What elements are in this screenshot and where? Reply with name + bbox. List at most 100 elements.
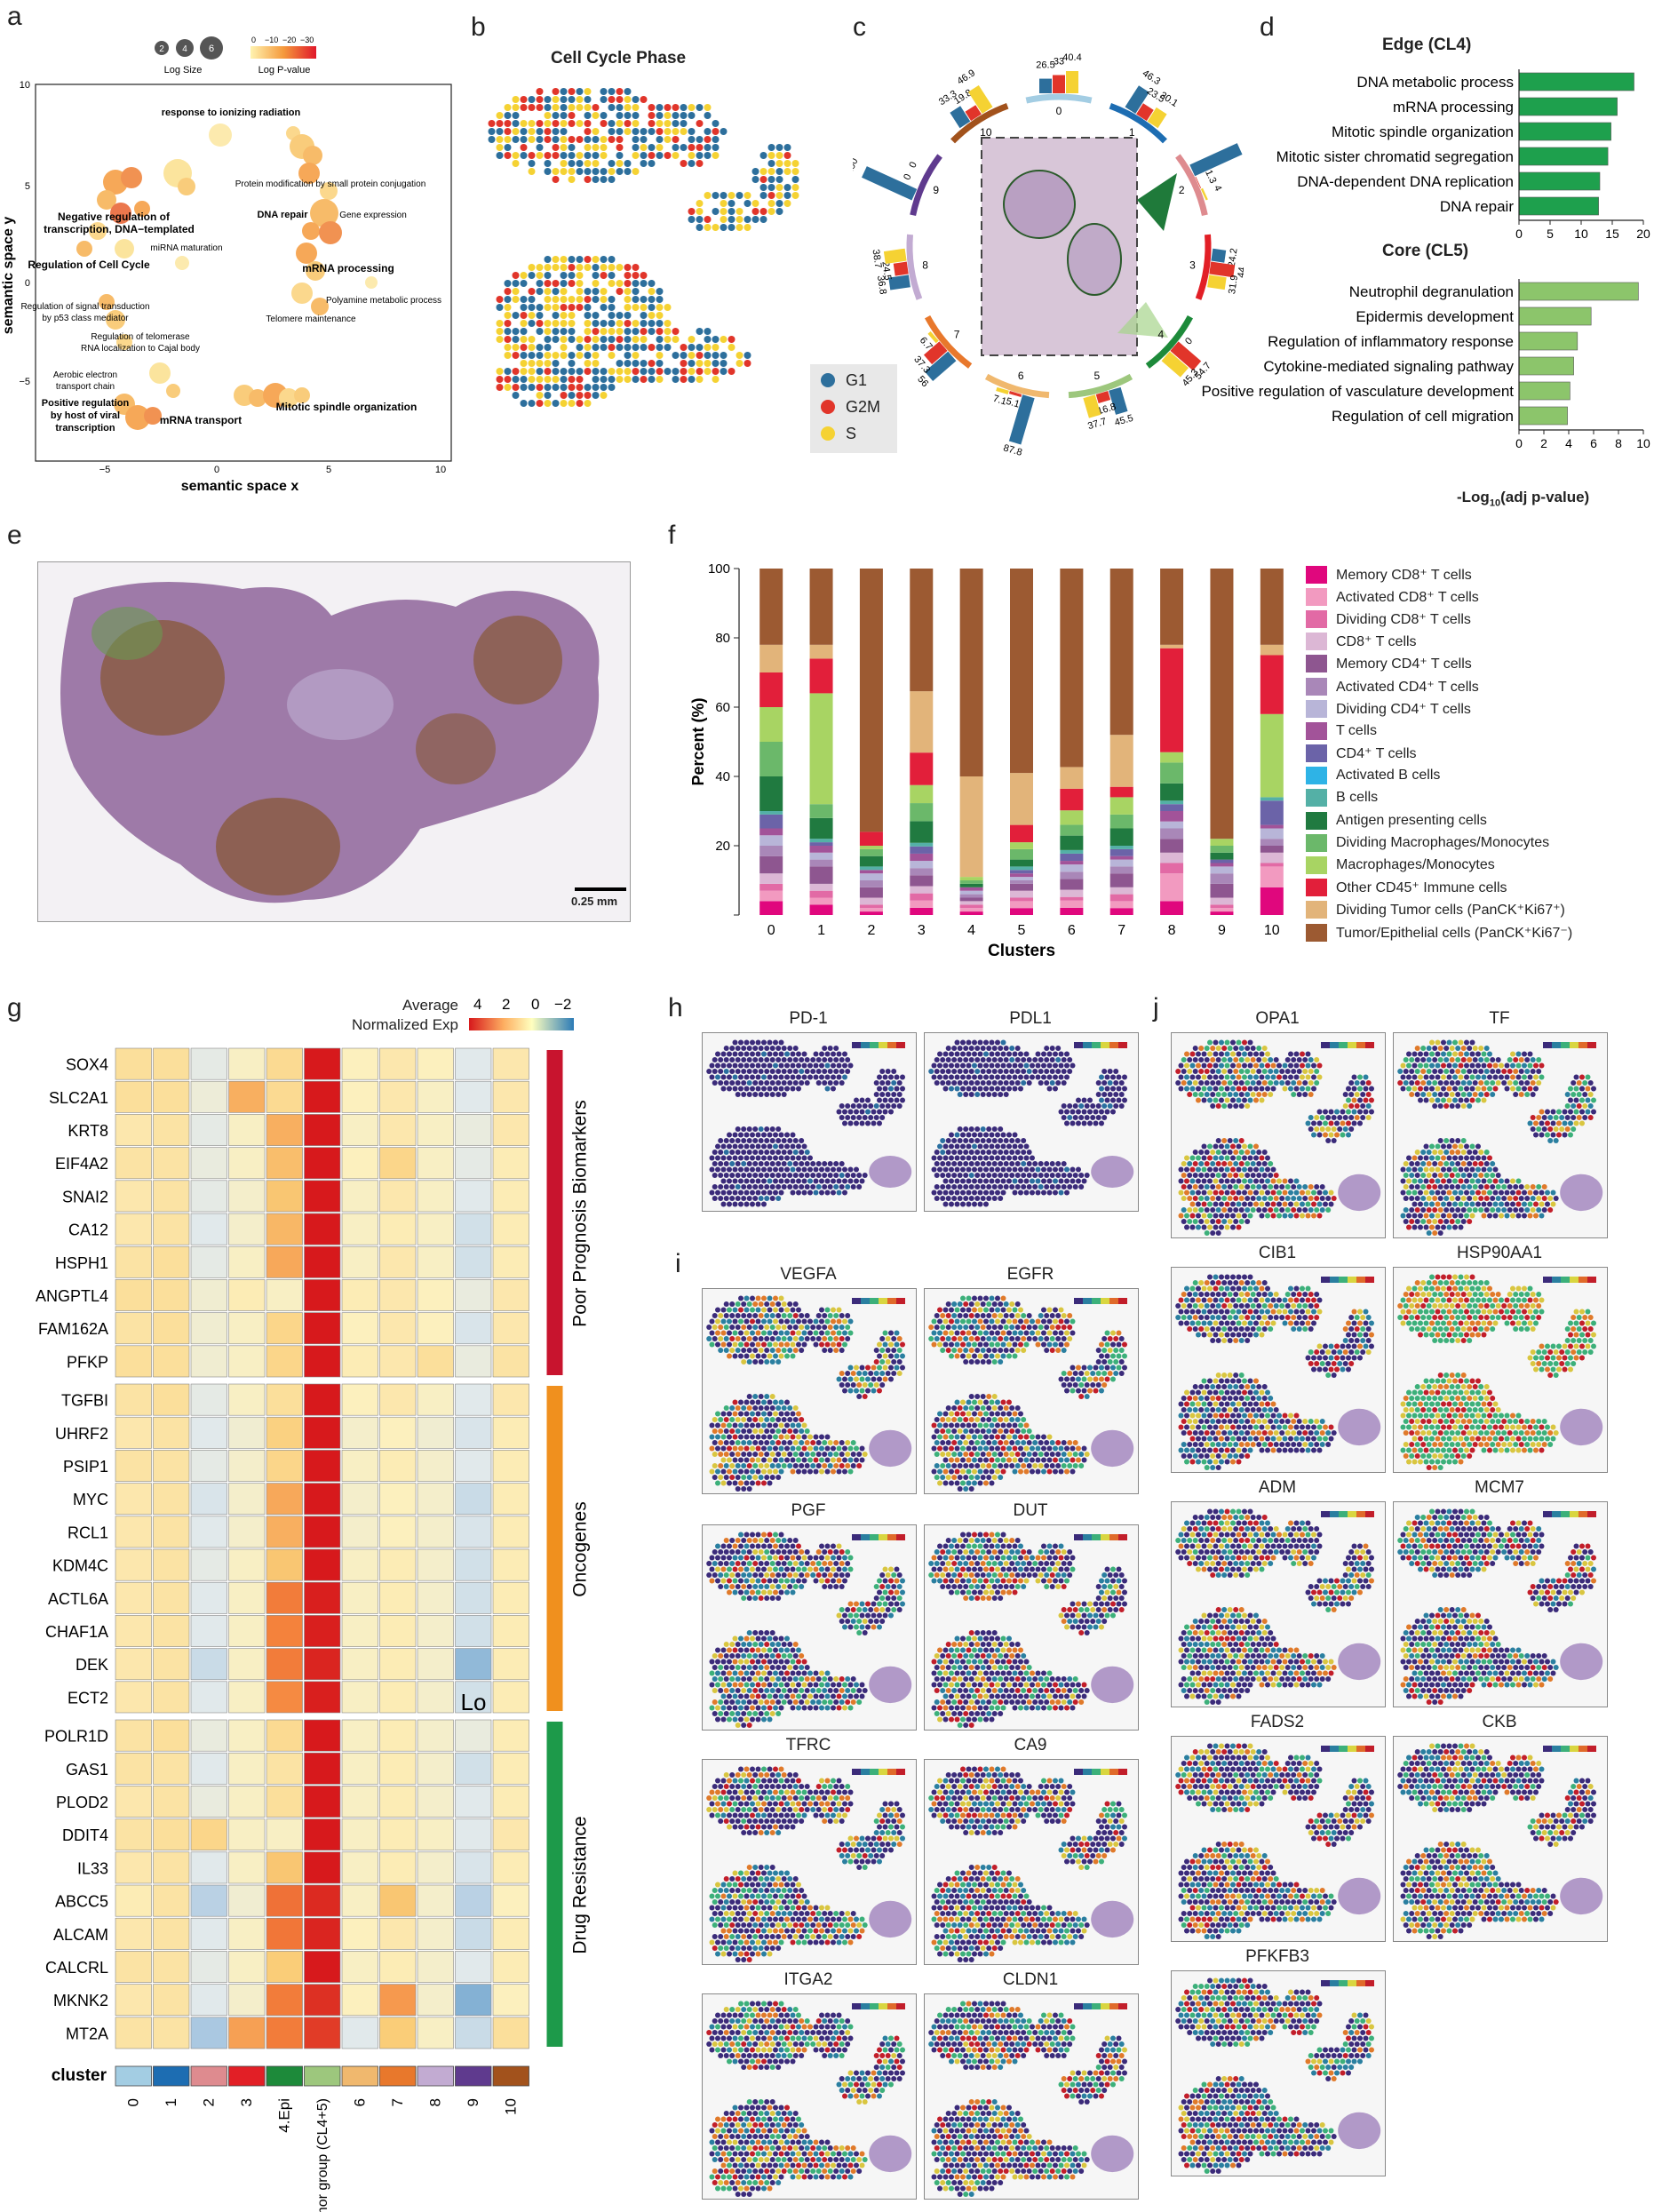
map-spot bbox=[1064, 1074, 1070, 1080]
term-positive-regulation-1: Positive regulation bbox=[42, 398, 130, 409]
f-xlabel: Clusters bbox=[988, 942, 1055, 960]
map-spot bbox=[744, 1132, 750, 1138]
map-spot bbox=[1030, 1705, 1035, 1711]
map-spot bbox=[807, 1682, 813, 1688]
map-spot bbox=[980, 1572, 986, 1578]
f-bar-segment bbox=[1010, 842, 1033, 849]
map-spot bbox=[980, 1069, 986, 1074]
map-spot bbox=[931, 1062, 937, 1069]
map-spot bbox=[963, 1325, 969, 1330]
map-spot bbox=[827, 1046, 833, 1051]
map-spot bbox=[891, 1092, 897, 1097]
map-spot bbox=[1026, 1313, 1032, 1318]
map-spots-pd1 bbox=[706, 1039, 912, 1207]
map-spot bbox=[807, 1566, 813, 1572]
map-spot bbox=[888, 1109, 894, 1115]
map-spot bbox=[960, 1353, 966, 1359]
map-spot bbox=[1061, 1173, 1067, 1178]
map-spot bbox=[775, 1196, 782, 1201]
g-heat-cell bbox=[304, 1648, 341, 1681]
b-spot bbox=[648, 344, 656, 351]
map-spot bbox=[1009, 1642, 1015, 1647]
f-xtick-label: 8 bbox=[1168, 923, 1176, 938]
map-spot bbox=[980, 1126, 986, 1132]
f-bar-segment bbox=[1210, 908, 1234, 912]
map-spot bbox=[738, 1705, 744, 1711]
g-legend-title-2: Normalized Exp bbox=[352, 1016, 458, 1033]
b-spot bbox=[696, 376, 704, 383]
map-spot bbox=[819, 1566, 824, 1572]
g-heat-cell bbox=[190, 2017, 227, 2049]
map-spot bbox=[787, 1653, 793, 1659]
b-spot bbox=[544, 136, 552, 143]
b-spot bbox=[544, 168, 552, 175]
f-bar-segment bbox=[1210, 569, 1234, 839]
b-spot bbox=[688, 208, 696, 215]
b-spot bbox=[584, 160, 592, 167]
map-spot bbox=[738, 1566, 744, 1572]
map-spot bbox=[945, 1184, 951, 1190]
map-spot bbox=[727, 1543, 732, 1549]
b-spot bbox=[616, 336, 624, 343]
map-spot bbox=[998, 1348, 1004, 1353]
map-spot bbox=[738, 1318, 744, 1325]
map-spot bbox=[942, 1330, 949, 1336]
map-spot bbox=[960, 1457, 966, 1463]
map-spot bbox=[957, 1126, 963, 1132]
map-spot bbox=[900, 1589, 905, 1595]
map-spot bbox=[792, 1325, 799, 1330]
map-title-i-2: PGF bbox=[791, 1501, 826, 1520]
map-spot bbox=[773, 1778, 778, 1784]
map-spot bbox=[752, 1452, 759, 1457]
g-heat-cell bbox=[228, 1719, 266, 1752]
f-bar-segment bbox=[859, 870, 883, 874]
map-spot bbox=[813, 1178, 819, 1184]
map-spot bbox=[750, 1330, 755, 1336]
map-spot bbox=[934, 1428, 940, 1434]
g-heat-cell bbox=[190, 1312, 227, 1345]
map-spot bbox=[1055, 1057, 1062, 1062]
map-spot bbox=[1110, 1376, 1116, 1382]
b-spot bbox=[568, 280, 576, 287]
b-spot bbox=[664, 344, 672, 351]
c-cluster-arc bbox=[1195, 234, 1212, 300]
map-spot bbox=[836, 1166, 842, 1173]
map-spot bbox=[847, 1555, 854, 1561]
map-spot bbox=[937, 1155, 942, 1161]
map-spot bbox=[859, 1457, 865, 1463]
map-spot bbox=[968, 1394, 974, 1399]
map-spot bbox=[1003, 1463, 1009, 1468]
map-spot bbox=[983, 1143, 989, 1150]
map-spot bbox=[963, 1301, 969, 1307]
b-spot bbox=[608, 352, 616, 359]
map-spot bbox=[871, 1612, 877, 1619]
g-heat-cell bbox=[228, 1516, 266, 1548]
map-spot bbox=[960, 1682, 966, 1688]
map-spot bbox=[815, 1561, 822, 1566]
map-spot bbox=[735, 1325, 741, 1330]
map-spot bbox=[968, 1161, 974, 1166]
map-spot bbox=[790, 1434, 796, 1440]
map-spot bbox=[822, 1161, 828, 1166]
map-spot bbox=[764, 1173, 770, 1178]
map-spot bbox=[1044, 1584, 1050, 1589]
map-spot bbox=[888, 1612, 894, 1619]
map-spot bbox=[764, 1150, 770, 1155]
b-spot bbox=[512, 288, 520, 295]
map-spot bbox=[755, 1457, 761, 1463]
map-spot bbox=[998, 1572, 1004, 1578]
b-spot bbox=[672, 336, 680, 343]
b-spot bbox=[600, 328, 608, 335]
map-spot bbox=[735, 1561, 741, 1566]
map-spot bbox=[727, 1670, 732, 1676]
b-spot bbox=[648, 144, 656, 151]
b-spot bbox=[600, 288, 608, 295]
b-spot bbox=[736, 360, 744, 367]
map-spot bbox=[1049, 1348, 1055, 1353]
map-spot bbox=[761, 1647, 767, 1653]
map-spot bbox=[810, 1676, 816, 1682]
g-heat-cell bbox=[190, 1213, 227, 1245]
map-spot bbox=[727, 1307, 732, 1313]
map-spot bbox=[735, 1080, 741, 1086]
map-spot bbox=[761, 1411, 767, 1417]
